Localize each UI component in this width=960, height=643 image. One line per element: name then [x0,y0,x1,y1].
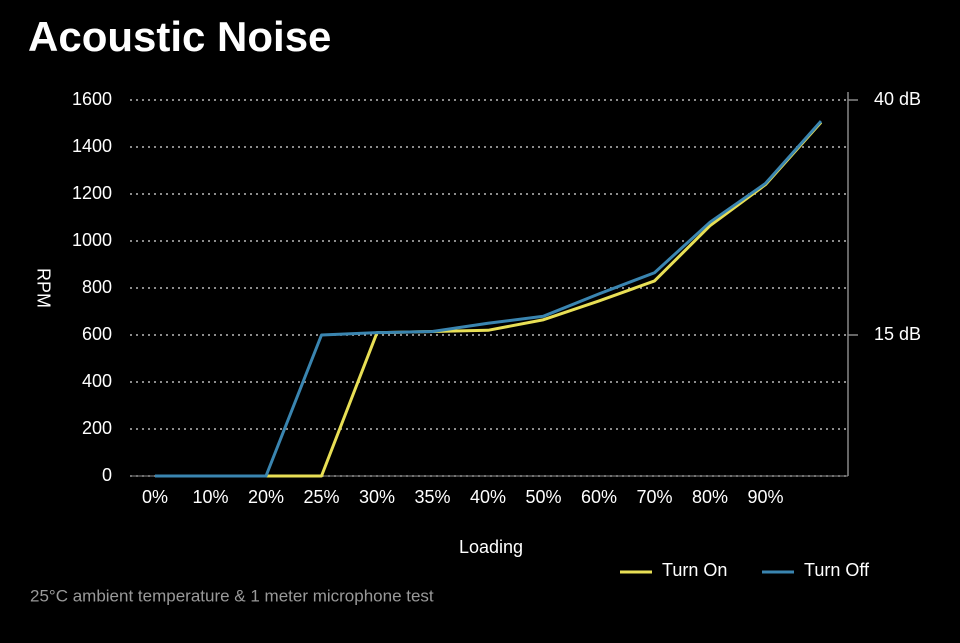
x-tick-label: 35% [414,487,450,507]
x-axis-label: Loading [459,537,523,557]
y-tick-label: 0 [102,465,112,485]
x-tick-label: 20% [248,487,284,507]
y-tick-label: 200 [82,418,112,438]
y-tick-label: 1600 [72,89,112,109]
y-tick-label: 600 [82,324,112,344]
y-tick-label: 400 [82,371,112,391]
y-axis-label: RPM [33,268,53,308]
legend-label: Turn Off [804,560,870,580]
legend-label: Turn On [662,560,727,580]
y2-tick-label: 15 dB [874,324,921,344]
x-tick-label: 50% [525,487,561,507]
x-tick-label: 10% [192,487,228,507]
y-tick-label: 800 [82,277,112,297]
footnote: 25°C ambient temperature & 1 meter micro… [30,586,434,605]
x-tick-label: 90% [747,487,783,507]
y-tick-label: 1000 [72,230,112,250]
x-tick-label: 80% [692,487,728,507]
chart-title: Acoustic Noise [28,13,331,60]
x-tick-label: 40% [470,487,506,507]
series-line [155,120,823,478]
x-tick-label: 60% [581,487,617,507]
y-tick-label: 1200 [72,183,112,203]
x-tick-label: 25% [303,487,339,507]
x-tick-label: 0% [142,487,168,507]
y-tick-label: 1400 [72,136,112,156]
x-tick-label: 70% [636,487,672,507]
x-tick-label: 30% [359,487,395,507]
y2-tick-label: 40 dB [874,89,921,109]
